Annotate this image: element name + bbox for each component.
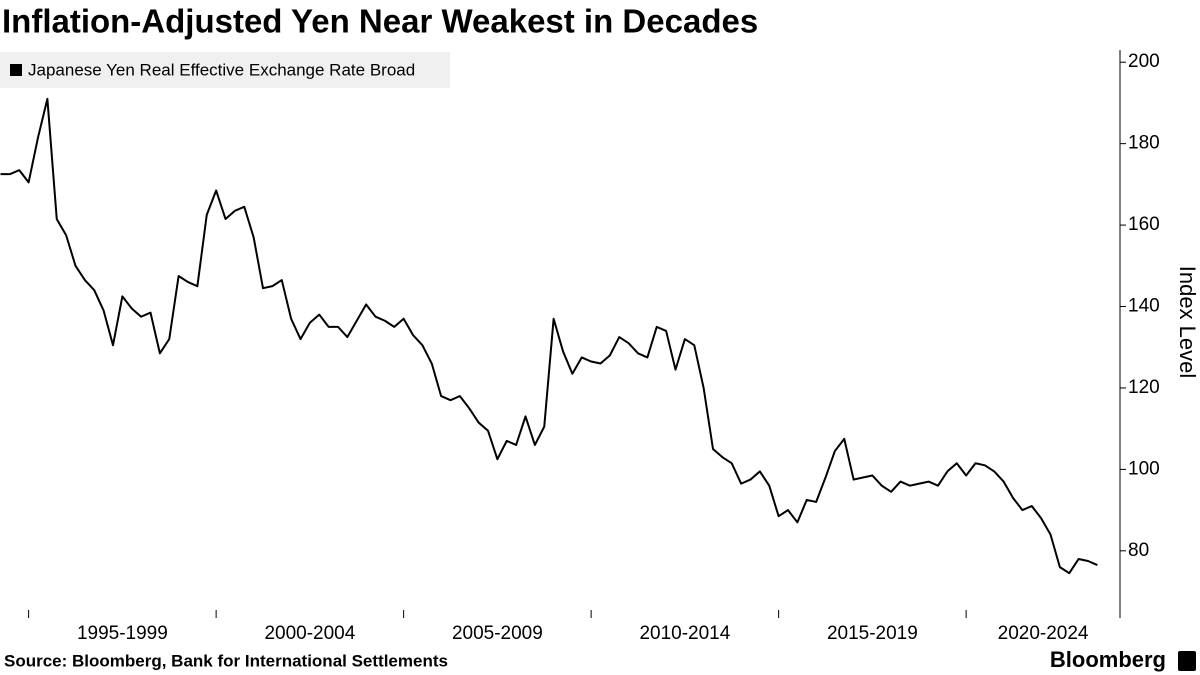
brand: Bloomberg: [1050, 647, 1166, 672]
y-tick-label: 100: [1128, 458, 1160, 479]
x-tick-label: 2005-2009: [452, 623, 543, 644]
x-tick-label: 2000-2004: [264, 623, 355, 644]
x-tick-label: 2015-2019: [827, 623, 918, 644]
y-tick-label: 180: [1128, 133, 1160, 154]
y-axis-label: Index Level: [1175, 266, 1200, 379]
chart-title: Inflation-Adjusted Yen Near Weakest in D…: [2, 3, 758, 40]
legend-box: [0, 52, 450, 88]
x-tick-label: 2010-2014: [639, 623, 730, 644]
source: Source: Bloomberg, Bank for Internationa…: [4, 651, 448, 670]
line-series: [0, 97, 1098, 575]
x-tick-label: 2020-2024: [998, 623, 1089, 644]
y-tick-label: 160: [1128, 214, 1160, 235]
legend-label: Japanese Yen Real Effective Exchange Rat…: [28, 60, 415, 79]
y-tick-label: 200: [1128, 51, 1160, 72]
x-tick-label: 1995-1999: [77, 623, 168, 644]
y-tick-label: 140: [1128, 296, 1160, 317]
y-tick-label: 80: [1128, 540, 1149, 561]
brand-icon: [1178, 651, 1196, 671]
y-tick-label: 120: [1128, 377, 1160, 398]
legend-swatch: [10, 64, 22, 76]
